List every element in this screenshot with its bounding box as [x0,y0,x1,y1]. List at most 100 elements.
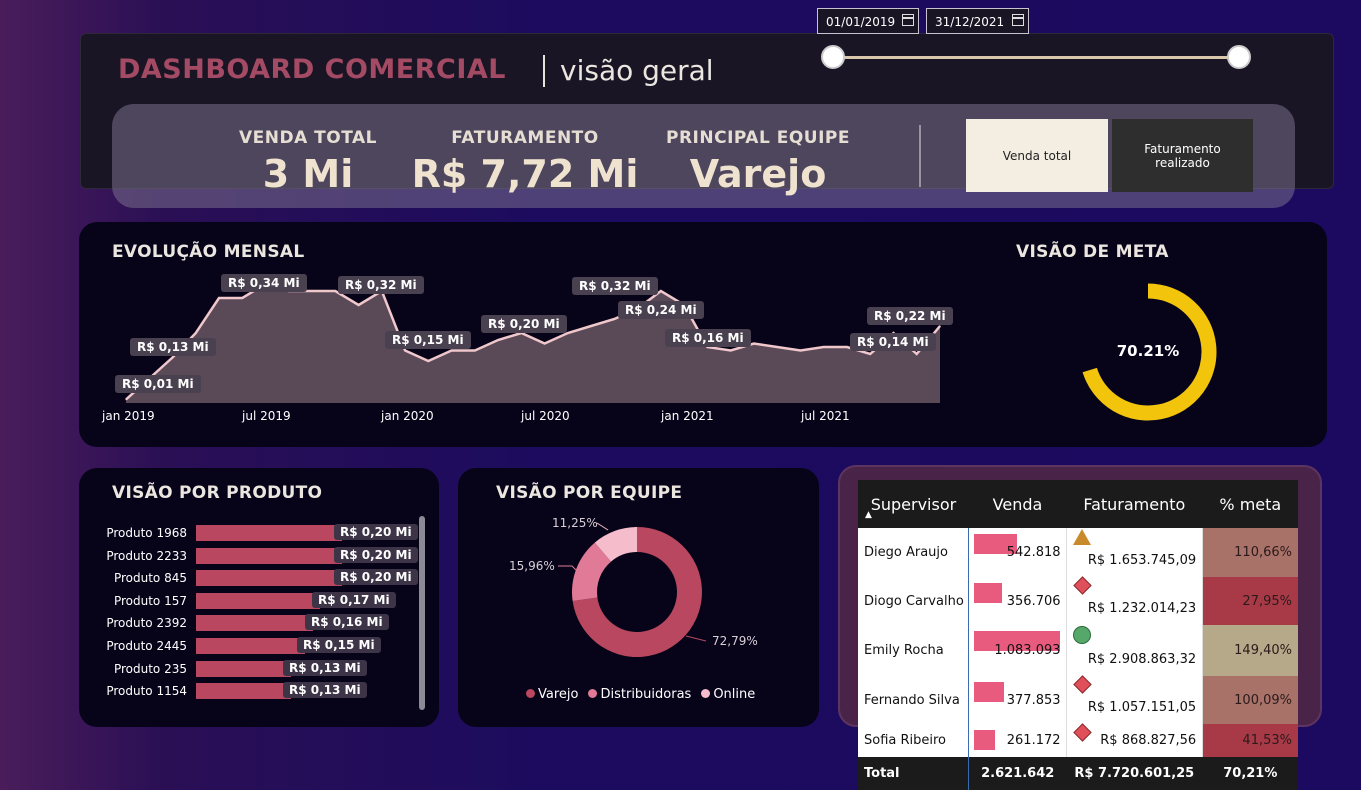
x-tick-label: jan 2021 [661,409,714,423]
cell-supervisor: Emily Rocha [858,625,970,676]
produto-name: Produto 235 [113,661,187,676]
data-point[interactable] [753,342,755,345]
produto-bar-row[interactable]: Produto 2233 R$ 0,20 Mi [90,546,420,565]
data-point[interactable] [241,297,243,299]
data-label: R$ 0,16 Mi [665,329,751,347]
evolucao-title: EVOLUÇÃO MENSAL [112,242,305,262]
start-date-input[interactable]: 01/01/2019 [817,8,919,34]
toggle-faturamento-button[interactable]: Faturamento realizado [1112,119,1253,192]
triangle-icon [1072,529,1091,545]
donut-slice-distribuidoras[interactable] [572,542,612,601]
table-row[interactable]: Emily Rocha 1.083.093 R$ 2.908.863,32 149,4… [858,625,1298,676]
data-point[interactable] [497,339,499,341]
produto-name: Produto 2445 [106,639,187,653]
data-point[interactable] [427,360,429,362]
data-point[interactable] [474,349,476,352]
data-point[interactable] [730,349,732,352]
dashboard-subtitle: visão geral [560,54,714,87]
table-row[interactable]: Sofia Ribeiro 261.172 R$ 868.827,56 41,53% [858,723,1298,757]
data-point[interactable] [590,325,592,327]
data-point[interactable] [544,342,546,345]
produto-title: VISÃO POR PRODUTO [112,483,323,503]
cell-venda: 261.172 [968,724,1067,757]
produto-bar [196,592,320,609]
date-slider-track[interactable] [833,56,1239,59]
produto-bar-row[interactable]: Produto 2445 R$ 0,15 Mi [90,637,420,655]
calendar-icon[interactable] [1012,14,1024,26]
donut-slice-online[interactable] [594,527,637,562]
produto-bar-row[interactable]: Produto 1968 R$ 0,20 Mi [90,524,420,542]
sort-ascending-icon[interactable]: ▲ [865,510,872,520]
col-header-venda[interactable]: Venda [968,480,1067,528]
legend-item-distribuidoras[interactable]: Distribuidoras [588,687,691,702]
data-point[interactable] [916,353,918,355]
circle-icon [1072,626,1091,644]
produto-value-label: R$ 0,15 Mi [297,637,381,653]
meta-gauge [1082,283,1217,421]
data-point[interactable] [776,346,778,348]
data-point[interactable] [451,349,453,352]
data-point[interactable] [660,290,662,292]
legend-item-online[interactable]: Online [701,687,755,702]
produto-bar-row[interactable]: Produto 845 R$ 0,20 Mi [90,569,420,587]
legend-item-varejo[interactable]: Varejo [526,687,578,702]
data-point[interactable] [357,304,360,306]
data-point[interactable] [567,332,569,334]
toggle-venda-total-button[interactable]: Venda total [966,119,1108,192]
data-label: R$ 0,32 Mi [338,276,424,294]
col-header-supervisor[interactable]: Supervisor ▲ [858,480,969,528]
produto-bar-row[interactable]: Produto 235 R$ 0,13 Mi [90,659,420,678]
data-point[interactable] [846,346,848,348]
data-label: R$ 0,13 Mi [130,338,216,356]
data-point[interactable] [823,346,825,348]
data-point[interactable] [125,398,127,401]
kpi-venda-label: VENDA TOTAL [239,128,377,148]
data-point[interactable] [613,318,616,320]
produto-name: Produto 2233 [106,548,187,563]
data-point[interactable] [404,349,406,352]
data-point[interactable] [869,353,871,355]
produto-bar-row[interactable]: Produto 157 R$ 0,17 Mi [90,591,420,610]
donut-slice-varejo[interactable] [572,527,703,657]
cell-supervisor: Diogo Carvalho [858,577,970,625]
kpi-faturamento-value: R$ 7,72 Mi [411,152,639,196]
cell-meta: 41,53% [1202,724,1298,757]
data-point[interactable] [799,349,802,352]
kpi-divider [919,125,921,187]
cell-supervisor: Sofia Ribeiro [858,724,970,757]
kpi-equipe-value: Varejo [689,152,827,196]
col-header-faturamento[interactable]: Faturamento [1066,480,1203,528]
produto-value-label: R$ 0,13 Mi [283,682,367,699]
produto-name: Produto 1968 [106,526,187,540]
date-slider-start-handle[interactable] [821,45,845,69]
produto-bar [196,547,342,564]
calendar-icon[interactable] [902,14,914,26]
end-date-input[interactable]: 31/12/2021 [926,8,1029,34]
table-row[interactable]: Fernando Silva 377.853 R$ 1.057.151,05 100,… [858,675,1298,724]
venda-databar [974,534,1018,554]
table-row[interactable]: Diego Araujo 542.818 R$ 1.653.745,09 110,66… [858,528,1298,577]
x-tick-label: jan 2019 [102,409,155,423]
kpi-venda-value: 3 Mi [262,152,354,196]
table-row[interactable]: Diogo Carvalho 356.706 R$ 1.232.014,23 27,9… [858,576,1298,625]
data-point[interactable] [311,290,313,292]
data-point[interactable] [334,290,336,292]
produto-bar [196,615,313,632]
toggle-faturamento-label-1: Faturamento [1144,141,1221,156]
produto-value-label: R$ 0,16 Mi [305,614,389,631]
produto-bar-row[interactable]: Produto 2392 R$ 0,16 Mi [90,614,420,632]
produto-bar-row[interactable]: Produto 1154 R$ 0,13 Mi [90,682,420,700]
data-point[interactable] [171,356,174,359]
date-slider-end-handle[interactable] [1227,45,1251,69]
produto-scrollbar[interactable] [419,516,425,710]
equipe-title: VISÃO POR EQUIPE [496,483,683,503]
start-date-value: 01/01/2019 [826,15,896,29]
data-point[interactable] [218,297,220,299]
data-point[interactable] [195,332,197,334]
cell-faturamento: R$ 1.232.014,23 [1066,576,1204,625]
produto-value-label: R$ 0,20 Mi [334,546,418,563]
data-point[interactable] [939,325,941,327]
produto-value-label: R$ 0,17 Mi [312,591,396,608]
toggle-faturamento-label-2: realizado [1155,155,1210,170]
col-header-meta[interactable]: % meta [1202,480,1298,528]
